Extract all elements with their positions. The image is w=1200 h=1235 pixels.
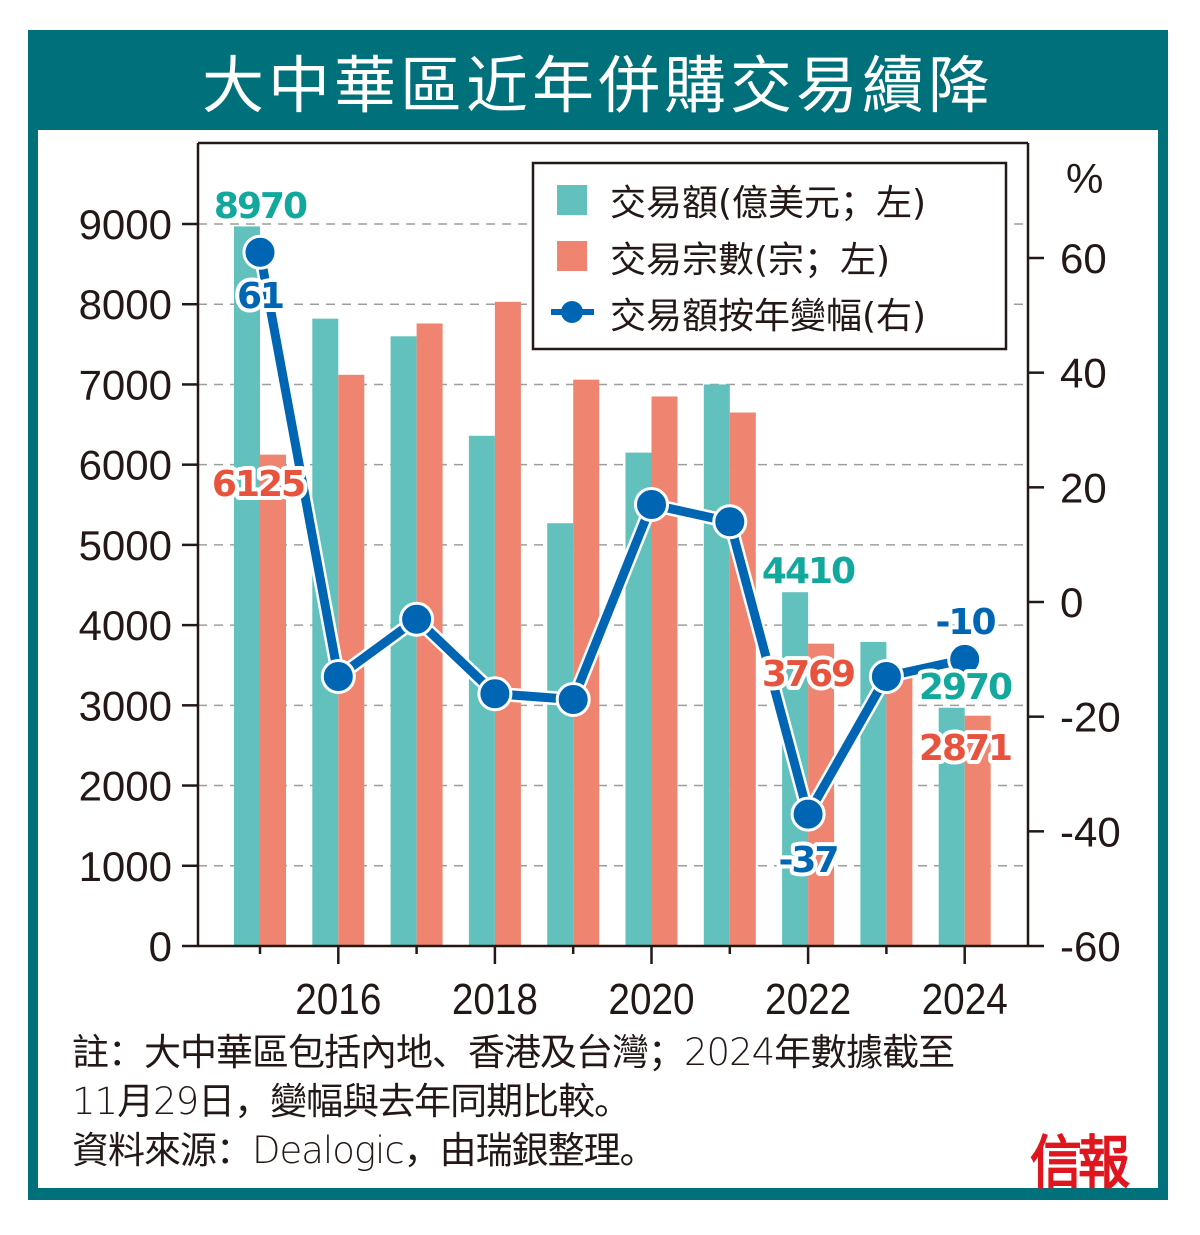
line-point-2015 [242, 234, 278, 270]
legend-label-value: 交易額(億美元；左) [610, 183, 926, 224]
line-point-2016 [320, 659, 356, 695]
right-tick-label: -20 [1060, 694, 1121, 741]
value-data-label: 2970 [919, 667, 1012, 708]
source-line: 資料來源：Dealogic，由瑞銀整理。 [72, 1129, 657, 1172]
line-yoy-change [255, 251, 966, 819]
line-point-2020 [634, 487, 669, 523]
right-tick-label: 0 [1060, 579, 1083, 626]
bar-count-2020 [651, 396, 678, 946]
legend-swatch-marker [561, 301, 583, 323]
left-tick-label: 5000 [79, 522, 172, 569]
line-data-label: -37 [778, 840, 837, 881]
line-point-2023 [868, 659, 904, 695]
x-tick-label: 2024 [922, 974, 1008, 1024]
chart-title: 大中華區近年併購交易續降 [201, 49, 994, 122]
x-tick-label: 2016 [295, 974, 381, 1024]
x-tick-label: 2018 [452, 974, 538, 1024]
right-tick-label: 60 [1060, 235, 1107, 282]
note-line-2: 11月29日，變幅與去年同期比較。 [72, 1080, 631, 1123]
line-data-label: 61 [237, 276, 283, 317]
legend-swatch-value [557, 185, 587, 215]
left-tick-label: 6000 [79, 442, 172, 489]
bar-value-2015 [234, 226, 260, 946]
bar-value-2019 [547, 523, 574, 946]
legend-label-line: 交易額按年變幅(右) [610, 296, 926, 337]
bar-count-2021 [729, 412, 756, 946]
chart-frame: 大中華區近年併購交易續降 0 1000 2000 3000 4000 5000 6000 70… [28, 30, 1168, 1200]
line-point-2017 [399, 601, 435, 637]
line-point-2021 [712, 504, 748, 540]
bar-value-2024 [938, 707, 965, 946]
x-tick-label: 2020 [608, 974, 694, 1024]
axes: 0 1000 2000 3000 4000 5000 6000 7000 8000 9000 -60… [79, 141, 1121, 1024]
publisher-logo: 信報 [1029, 1129, 1130, 1197]
left-tick-label: 1000 [79, 843, 172, 890]
bar-count-2015 [260, 454, 286, 946]
bar-count-2018 [494, 301, 521, 946]
right-tick-label: 20 [1060, 464, 1107, 511]
line-point-2022 [790, 796, 826, 832]
line-point-2019 [555, 681, 591, 717]
right-tick-label: -40 [1060, 808, 1121, 855]
left-tick-label: 7000 [79, 361, 172, 408]
legend: 交易額(億美元；左) 交易宗數(宗；左) 交易額按年變幅(右) [531, 161, 1008, 351]
value-data-label: 4410 [762, 551, 855, 592]
count-data-label: 3769 [762, 654, 854, 695]
legend-swatch-count [557, 241, 587, 271]
chart-panel: 0 1000 2000 3000 4000 5000 6000 7000 8000 9000 -60… [38, 130, 1158, 1197]
footnotes: 註：大中華區包括內地、香港及台灣；2024年數據截至 11月29日，變幅與去年同… [72, 1028, 1132, 1175]
chart: 0 1000 2000 3000 4000 5000 6000 7000 8000 9000 -60… [79, 141, 1121, 1024]
legend-label-count: 交易宗數(宗；左) [610, 240, 890, 281]
left-tick-label: 9000 [79, 201, 172, 248]
left-tick-label: 0 [149, 923, 172, 970]
bar-count-2023 [886, 678, 913, 946]
right-tick-label: -60 [1060, 923, 1121, 970]
bar-value-2021 [703, 384, 730, 946]
x-tick-label: 2022 [765, 974, 851, 1024]
bar-count-2024 [964, 715, 991, 946]
line-data-label: -10 [935, 602, 995, 643]
count-data-label: 2871 [919, 728, 1011, 769]
left-tick-label: 2000 [79, 763, 172, 810]
line-series [242, 234, 983, 832]
line-point-2018 [477, 676, 513, 712]
data-labels: 8970 4410 2970 6125 3769 2871 61 -37 -10 [208, 182, 1018, 885]
left-tick-label: 4000 [79, 602, 172, 649]
note-line-1: 註：大中華區包括內地、香港及台灣；2024年數據截至 [72, 1031, 955, 1074]
right-axis-unit: % [1066, 155, 1103, 202]
left-tick-label: 3000 [79, 682, 172, 729]
line-point-2024 [947, 641, 983, 677]
legend-box [531, 161, 1008, 351]
count-data-label: 6125 [212, 464, 304, 505]
left-tick-label: 8000 [79, 281, 172, 328]
title-bar: 大中華區近年併購交易續降 [28, 30, 1168, 130]
value-data-label: 8970 [214, 186, 307, 227]
right-tick-label: 40 [1060, 350, 1107, 397]
